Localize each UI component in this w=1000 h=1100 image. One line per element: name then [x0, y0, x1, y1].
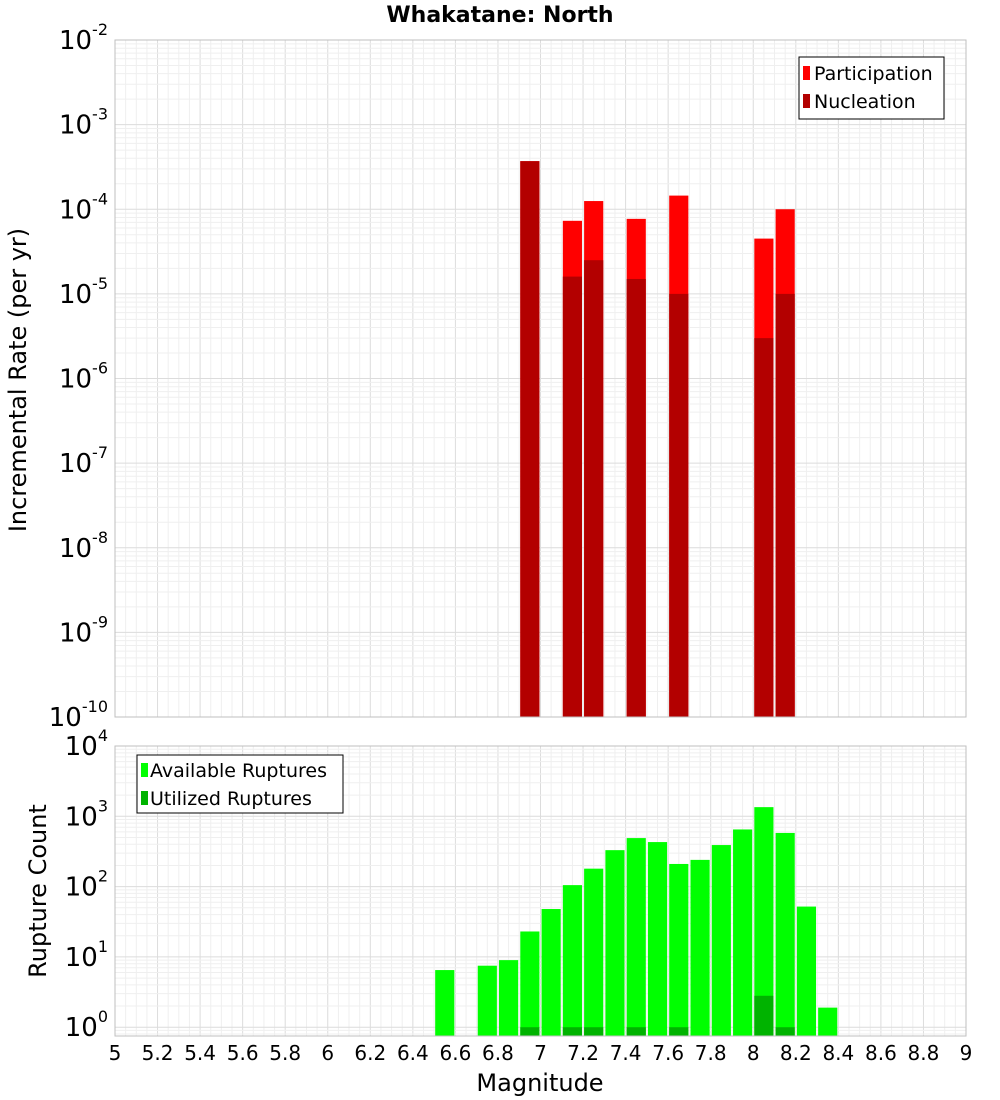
x-tick-label: 8.4: [822, 1041, 854, 1065]
legend-label-utilized: Utilized Ruptures: [150, 788, 312, 810]
x-tick-label: 6.4: [397, 1041, 429, 1065]
x-tick-label: 6: [321, 1041, 334, 1065]
x-tick-label: 8.6: [865, 1041, 897, 1065]
x-tick-label: 6.6: [439, 1041, 471, 1065]
rate-nucleation-bar: [520, 161, 540, 718]
rate-nucleation-bar: [669, 293, 689, 717]
bottom-plot-bars: [435, 807, 838, 1036]
x-tick-label: 8: [747, 1041, 760, 1065]
top-plot-grid: [114, 40, 967, 718]
top-plot-frame: [114, 39, 967, 718]
legend-swatch-utilized: [141, 791, 148, 805]
count-utilized-ruptures-bar: [775, 1027, 795, 1036]
y-tick-label: 104: [65, 726, 108, 762]
legend-label-nucleation: Nucleation: [814, 91, 916, 113]
top-legend: Participation Nucleation: [798, 56, 945, 120]
count-utilized-ruptures-bar: [754, 995, 774, 1036]
count-available-ruptures-bar: [435, 970, 455, 1036]
rate-nucleation-bar: [775, 293, 795, 717]
legend-swatch-participation: [803, 66, 810, 80]
count-utilized-ruptures-bar: [669, 1027, 689, 1036]
y-tick-label: 10-2: [59, 20, 108, 56]
x-tick-label: 6.8: [482, 1041, 514, 1065]
y-tick-label: 100: [65, 1007, 108, 1043]
y-tick-label: 10-8: [59, 528, 108, 564]
count-available-ruptures-bar: [605, 850, 625, 1036]
y-tick-label: 10-6: [59, 359, 108, 395]
count-utilized-ruptures-bar: [562, 1027, 582, 1036]
count-available-ruptures-bar: [690, 859, 710, 1036]
y-tick-label: 101: [65, 937, 108, 973]
count-available-ruptures-bar: [520, 931, 540, 1036]
y-tick-label: 103: [65, 796, 108, 832]
chart-title: Whakatane: North: [386, 3, 613, 28]
y-tick-label: 10-5: [59, 274, 108, 310]
legend-label-available: Available Ruptures: [150, 760, 327, 782]
y-tick-label: 10-7: [59, 443, 108, 479]
y-tick-label: 10-4: [59, 189, 108, 225]
x-tick-label: 6.2: [354, 1041, 386, 1065]
top-y-axis-label: Incremental Rate (per yr): [4, 228, 32, 532]
count-available-ruptures-bar: [562, 885, 582, 1036]
count-available-ruptures-bar: [647, 842, 668, 1036]
rate-nucleation-bar: [562, 276, 582, 717]
count-available-ruptures-bar: [818, 1007, 838, 1036]
rate-nucleation-bar: [584, 260, 604, 717]
rate-nucleation-bar: [626, 278, 646, 717]
x-tick-label: 8.2: [780, 1041, 812, 1065]
y-tick-label: 10-10: [49, 697, 108, 733]
count-available-ruptures-bar: [796, 906, 817, 1036]
x-tick-label: 5.2: [142, 1041, 174, 1065]
bottom-y-axis-label: Rupture Count: [24, 804, 52, 978]
x-tick-label: 5: [109, 1041, 122, 1065]
count-available-ruptures-bar: [711, 845, 731, 1036]
legend-swatch-nucleation: [803, 94, 810, 108]
count-available-ruptures-bar: [477, 965, 497, 1036]
x-tick-label: 5.6: [227, 1041, 259, 1065]
count-utilized-ruptures-bar: [584, 1027, 604, 1036]
count-available-ruptures-bar: [669, 863, 689, 1036]
y-tick-label: 10-3: [59, 105, 108, 141]
legend-swatch-available: [141, 763, 148, 777]
x-tick-label: 7.2: [567, 1041, 599, 1065]
bottom-y-ticks: 104 103 102 101 100: [65, 726, 108, 1043]
x-tick-label: 7: [534, 1041, 547, 1065]
x-tick-label: 8.8: [908, 1041, 940, 1065]
count-available-ruptures-bar: [499, 960, 519, 1036]
count-available-ruptures-bar: [733, 829, 753, 1036]
y-tick-label: 102: [65, 867, 108, 903]
x-axis-label: Magnitude: [476, 1069, 603, 1097]
bottom-legend: Available Ruptures Utilized Ruptures: [136, 754, 344, 814]
x-tick-label: 5.8: [269, 1041, 301, 1065]
x-tick-label: 7.6: [652, 1041, 684, 1065]
count-available-ruptures-bar: [626, 838, 646, 1036]
top-plot-bars: [520, 161, 795, 718]
x-ticks: 5 5.2 5.4 5.6 5.8 6 6.2 6.4 6.6 6.8 7 7.2 7.4 7.6 7.8 8…: [109, 1041, 973, 1065]
count-available-ruptures-bar: [754, 807, 774, 1036]
count-utilized-ruptures-bar: [520, 1027, 540, 1036]
top-y-ticks: 10-2 10-3 10-4 10-5 10-6 10-7 10-8 10-9 10-10: [49, 20, 108, 733]
count-available-ruptures-bar: [775, 832, 795, 1036]
y-tick-label: 10-9: [59, 612, 108, 648]
rate-nucleation-bar: [754, 338, 774, 717]
count-available-ruptures-bar: [584, 868, 604, 1036]
x-tick-label: 9: [960, 1041, 973, 1065]
x-tick-label: 7.8: [695, 1041, 727, 1065]
count-available-ruptures-bar: [541, 909, 561, 1036]
bottom-plot-frame: [114, 745, 967, 1037]
count-utilized-ruptures-bar: [626, 1027, 646, 1036]
x-tick-label: 5.4: [184, 1041, 216, 1065]
bottom-plot-grid: [114, 746, 967, 1036]
legend-label-participation: Participation: [814, 63, 933, 85]
x-tick-label: 7.4: [610, 1041, 642, 1065]
